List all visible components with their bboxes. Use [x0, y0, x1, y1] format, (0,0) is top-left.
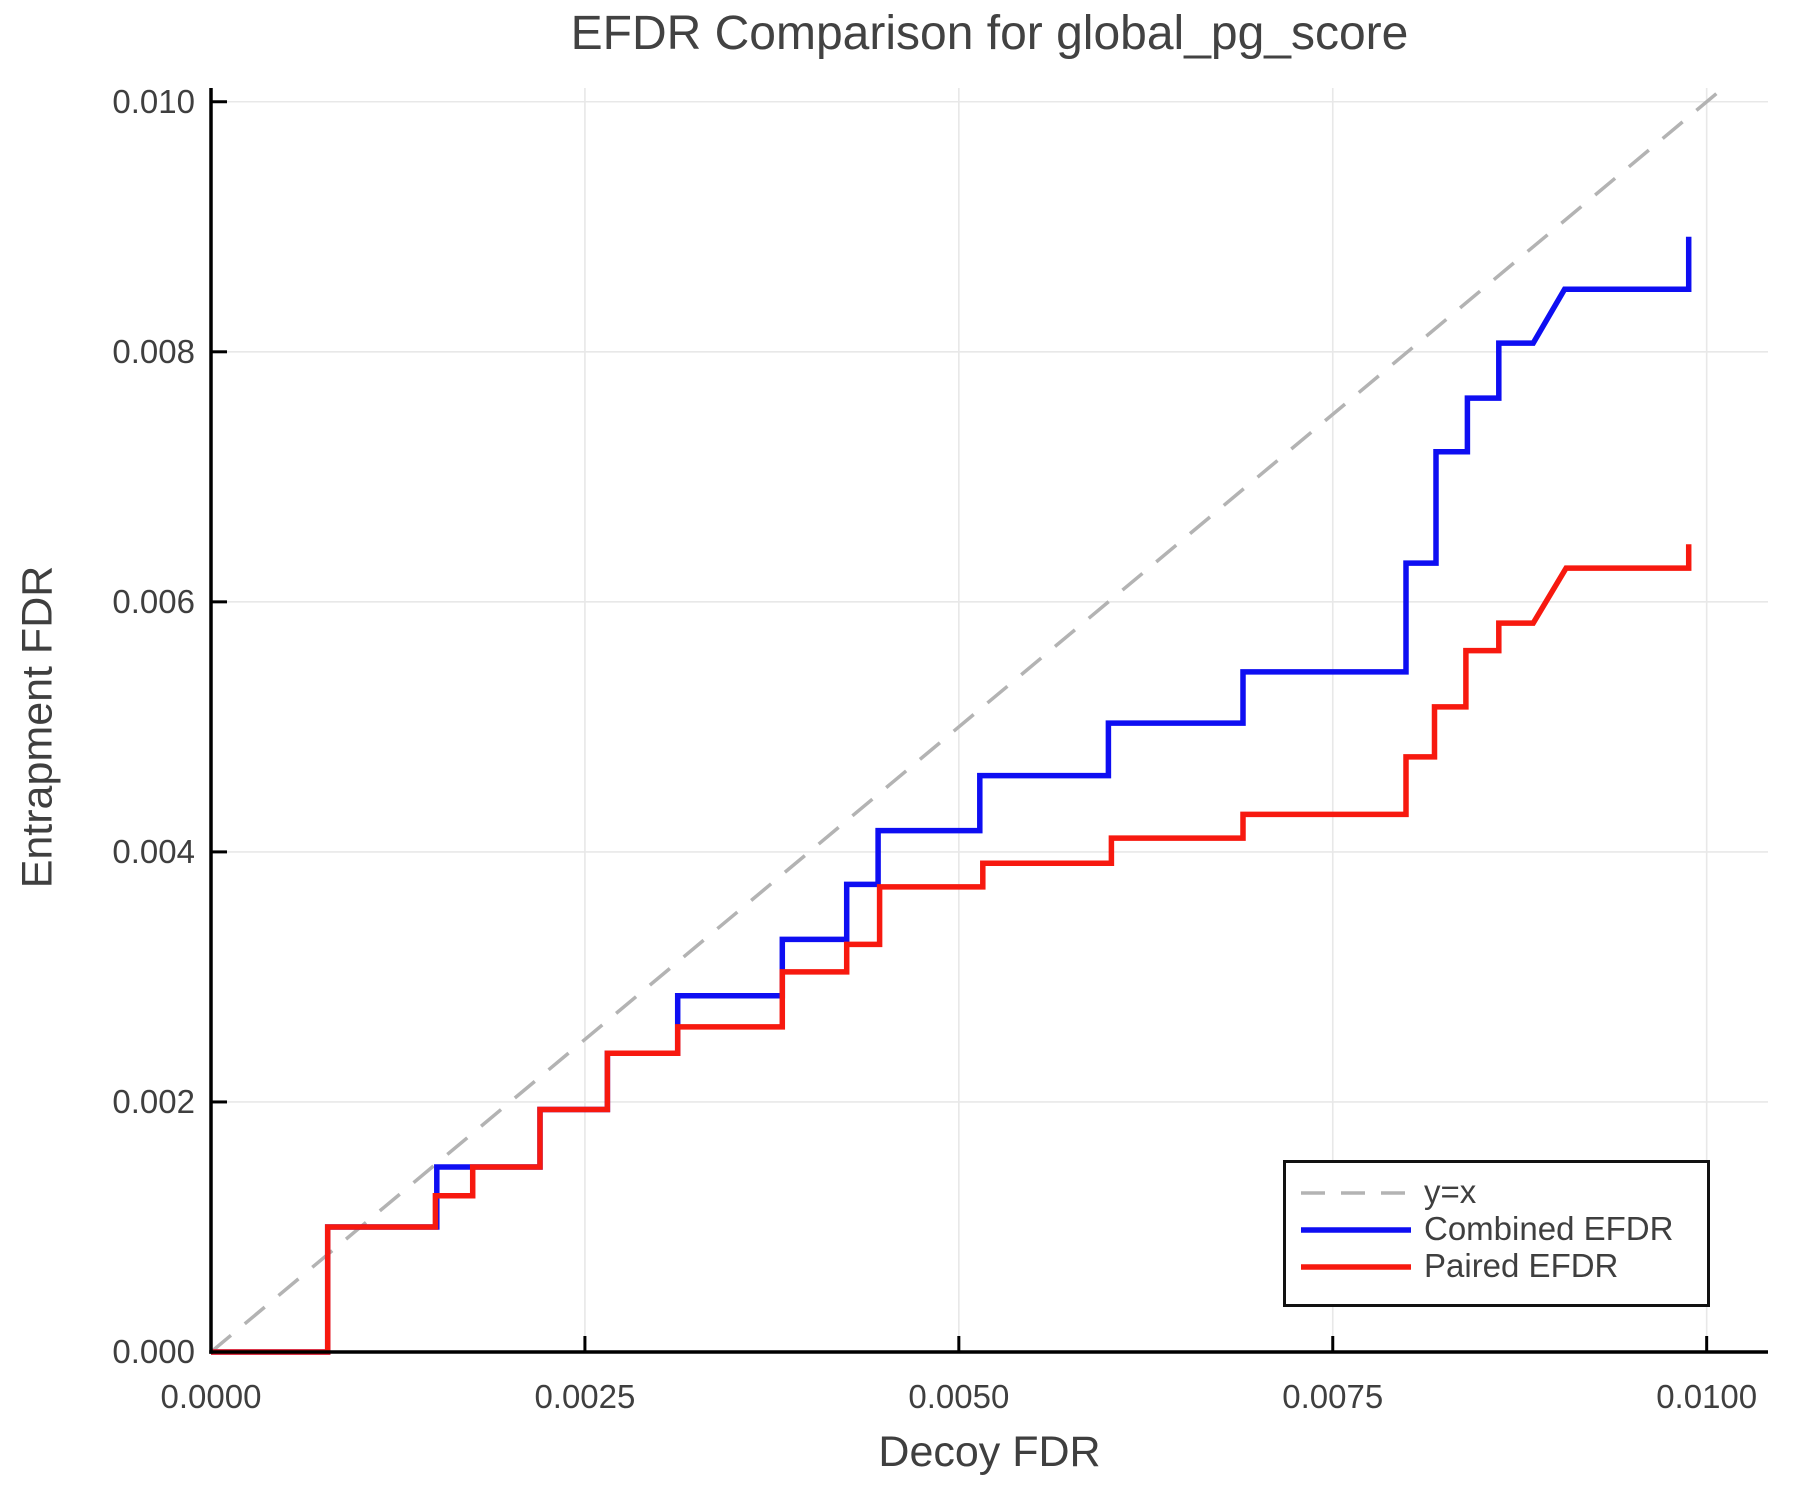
x-tick-label: 0.0000 — [161, 1378, 262, 1415]
y-tick-label: 0.010 — [112, 83, 195, 120]
legend-item-label: Combined EFDR — [1424, 1209, 1674, 1247]
legend-item-label: Paired EFDR — [1424, 1246, 1619, 1284]
y-tick-label: 0.006 — [112, 583, 195, 620]
legend-line-swatch — [1301, 1226, 1411, 1233]
x-tick-label: 0.0050 — [908, 1378, 1009, 1415]
x-tick-label: 0.0100 — [1656, 1378, 1757, 1415]
legend-dashed-line-swatch — [1301, 1189, 1411, 1195]
x-axis-label: Decoy FDR — [878, 1428, 1101, 1476]
y-tick-label: 0.008 — [112, 333, 195, 370]
identity-line — [209, 87, 1723, 1354]
x-tick-label: 0.0075 — [1282, 1378, 1383, 1415]
legend-item: y=x — [1286, 1173, 1707, 1210]
chart-title: EFDR Comparison for global_pg_score — [570, 7, 1409, 60]
legend-line-swatch — [1301, 1263, 1411, 1270]
y-tick-label: 0.000 — [112, 1333, 195, 1370]
x-tick-label: 0.0025 — [534, 1378, 635, 1415]
y-axis-label: Entrapment FDR — [13, 565, 62, 889]
legend-item: Combined EFDR — [1286, 1210, 1707, 1247]
y-tick-label: 0.002 — [112, 1083, 195, 1120]
legend-item: Paired EFDR — [1286, 1247, 1707, 1284]
y-tick-label: 0.004 — [112, 833, 195, 870]
legend: y=x Combined EFDR Paired EFDR — [1283, 1160, 1710, 1307]
legend-item-label: y=x — [1424, 1172, 1477, 1210]
paired-efdr-line — [211, 544, 1692, 1355]
